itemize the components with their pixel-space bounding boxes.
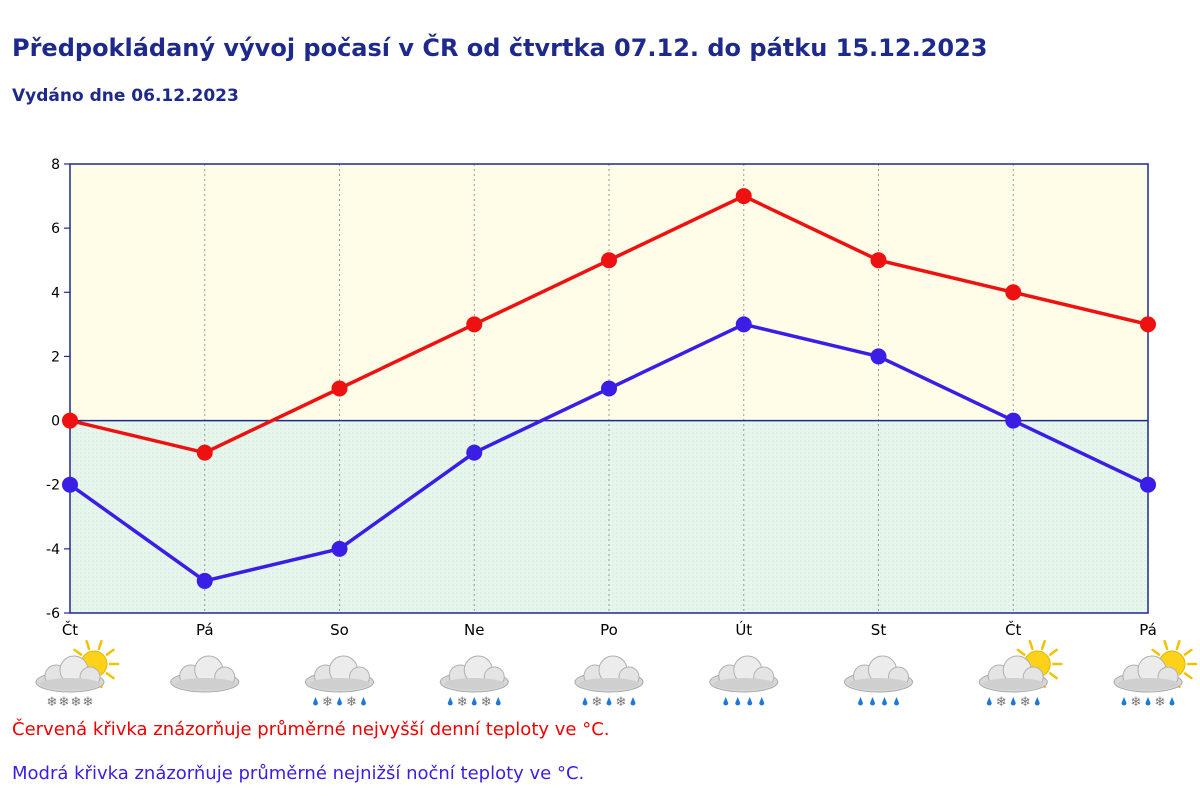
svg-text:❄: ❄ [481, 695, 492, 710]
cloudy-rain-snow-icon: ❄ ❄ [574, 655, 644, 710]
y-tick-label: 2 [51, 349, 60, 365]
y-tick-label: -6 [46, 606, 60, 622]
svg-text:❄: ❄ [616, 695, 627, 710]
x-tick-label: So [330, 621, 349, 639]
low-temperature-point [62, 476, 78, 493]
y-tick-label: 0 [51, 414, 60, 430]
svg-text:❄: ❄ [1155, 695, 1166, 710]
low-temperature-point [1140, 476, 1156, 493]
y-tick-label: 4 [51, 285, 60, 301]
x-tick-label: St [871, 621, 887, 639]
x-tick-label: Pá [1139, 621, 1157, 639]
high-temperature-point [1005, 284, 1022, 301]
legend-low-temperature: Modrá křivka znázorňuje průměrné nejnižš… [12, 763, 585, 784]
plot-area-above-zero [70, 164, 1148, 421]
svg-text:❄: ❄ [457, 695, 468, 710]
low-temperature-point [601, 380, 617, 397]
low-temperature-point [331, 540, 348, 557]
svg-text:❄: ❄ [71, 695, 82, 710]
y-tick-label: -4 [46, 542, 60, 558]
svg-text:❄: ❄ [59, 695, 70, 710]
high-temperature-point [62, 412, 78, 429]
low-temperature-point [466, 444, 483, 461]
svg-text:❄: ❄ [996, 695, 1007, 710]
high-temperature-point [601, 252, 617, 269]
cloudy-rain-icon [844, 655, 913, 706]
x-tick-label: Čt [1005, 620, 1021, 639]
svg-text:❄: ❄ [83, 695, 94, 710]
partly-sunny-rain-snow-icon: ❄ ❄ [1113, 639, 1198, 710]
high-temperature-point [870, 252, 887, 269]
cloudy-rain-icon [709, 655, 779, 706]
svg-text:❄: ❄ [592, 695, 603, 710]
y-tick-label: 6 [51, 221, 60, 237]
cloudy-icon [170, 655, 240, 693]
page-title: Předpokládaný vývoj počasí v ČR od čtvrt… [12, 34, 988, 62]
high-temperature-point [735, 188, 752, 205]
high-temperature-point [331, 380, 348, 397]
cloudy-rain-snow-icon: ❄ ❄ [305, 655, 374, 710]
legend-high-temperature: Červená křivka znázorňuje průměrné nejvy… [12, 719, 610, 740]
svg-text:❄: ❄ [1020, 695, 1031, 710]
high-temperature-point [196, 444, 213, 461]
x-tick-label: Út [735, 620, 752, 639]
x-tick-label: Po [600, 621, 618, 639]
issued-date: Vydáno dne 06.12.2023 [12, 86, 239, 106]
y-tick-label: -2 [46, 478, 60, 494]
plot-frame [69, 163, 1149, 614]
svg-text:❄: ❄ [47, 695, 58, 710]
partly-sunny-snow-icon: ❄ ❄ ❄ ❄ [35, 639, 120, 710]
high-temperature-point [1140, 316, 1156, 333]
low-temperature-point [1005, 412, 1022, 429]
x-tick-label: Čt [62, 620, 78, 639]
svg-text:❄: ❄ [322, 695, 333, 710]
partly-sunny-rain-snow-icon: ❄ ❄ [978, 639, 1063, 710]
low-temperature-point [870, 348, 887, 365]
low-temperature-point [196, 572, 213, 589]
low-temperature-point [735, 316, 752, 333]
cloudy-rain-snow-icon: ❄ ❄ [439, 655, 509, 710]
y-tick-label: 8 [51, 157, 60, 173]
x-tick-label: Pá [196, 621, 214, 639]
high-temperature-point [466, 316, 483, 333]
x-tick-label: Ne [464, 621, 484, 639]
svg-text:❄: ❄ [1131, 695, 1142, 710]
svg-text:❄: ❄ [346, 695, 357, 710]
